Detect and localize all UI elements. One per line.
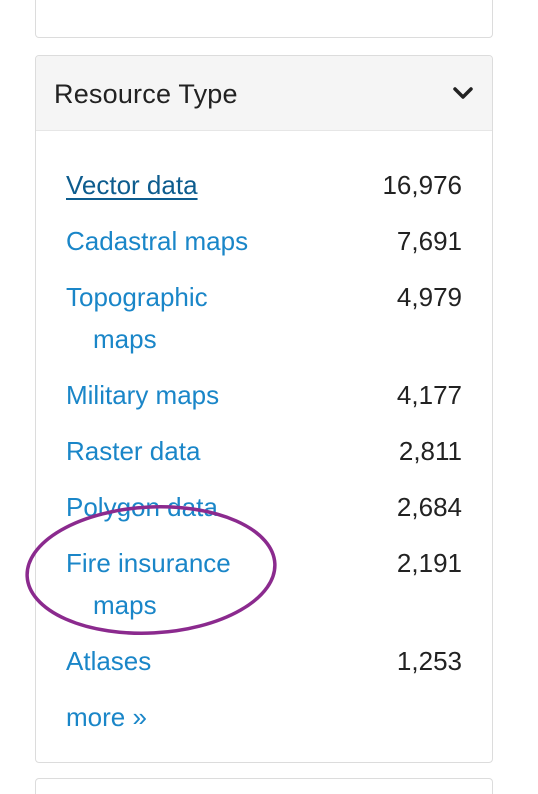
facet-item-label[interactable]: Vector data	[66, 170, 198, 200]
facet-item-count: 1,253	[396, 646, 462, 676]
facet-item-count: 4,979	[396, 282, 462, 312]
facet-item-label[interactable]: Polygon data	[66, 492, 218, 522]
facet-item-label[interactable]: Topographic maps	[66, 276, 316, 360]
facet-item-military-maps: Military maps 4,177	[66, 374, 462, 416]
facet-item-label-line2: maps	[93, 590, 157, 620]
next-facet-panel	[35, 778, 493, 794]
facet-header[interactable]: Resource Type	[36, 56, 492, 131]
facet-item-count: 7,691	[396, 226, 462, 256]
facet-item-label-line1: Fire insurance	[66, 548, 231, 578]
more-link[interactable]: more »	[66, 702, 147, 732]
facet-item-polygon-data: Polygon data 2,684	[66, 486, 462, 528]
facet-item-label[interactable]: Military maps	[66, 380, 220, 410]
facet-item-label[interactable]: Cadastral maps	[66, 226, 249, 256]
facet-item-label-line1: Topographic	[66, 282, 208, 312]
facet-item-label-line2: maps	[93, 324, 157, 354]
facet-item-cadastral-maps: Cadastral maps 7,691	[66, 220, 462, 262]
facet-item-count: 16,976	[382, 170, 462, 200]
resource-type-facet: Resource Type Vector data 16,976 Cadastr…	[35, 55, 493, 763]
facet-item-atlases: Atlases 1,253	[66, 640, 462, 682]
facet-item-label[interactable]: Atlases	[66, 646, 152, 676]
facet-item-label[interactable]: Fire insurance maps	[66, 542, 316, 626]
facet-title: Resource Type	[54, 79, 238, 109]
previous-facet-panel	[35, 0, 493, 38]
facet-item-label[interactable]: Raster data	[66, 436, 201, 466]
facet-item-count: 2,191	[396, 548, 462, 578]
facet-item-count: 4,177	[396, 380, 462, 410]
facet-item-raster-data: Raster data 2,811	[66, 430, 462, 472]
facet-item-vector-data: Vector data 16,976	[66, 164, 462, 206]
facet-item-topographic-maps: Topographic maps 4,979	[66, 276, 462, 360]
facet-item-count: 2,684	[396, 492, 462, 522]
facet-item-fire-insurance-maps: Fire insurance maps 2,191	[66, 542, 462, 626]
facet-item-count: 2,811	[398, 436, 462, 466]
chevron-down-icon[interactable]	[452, 86, 474, 100]
